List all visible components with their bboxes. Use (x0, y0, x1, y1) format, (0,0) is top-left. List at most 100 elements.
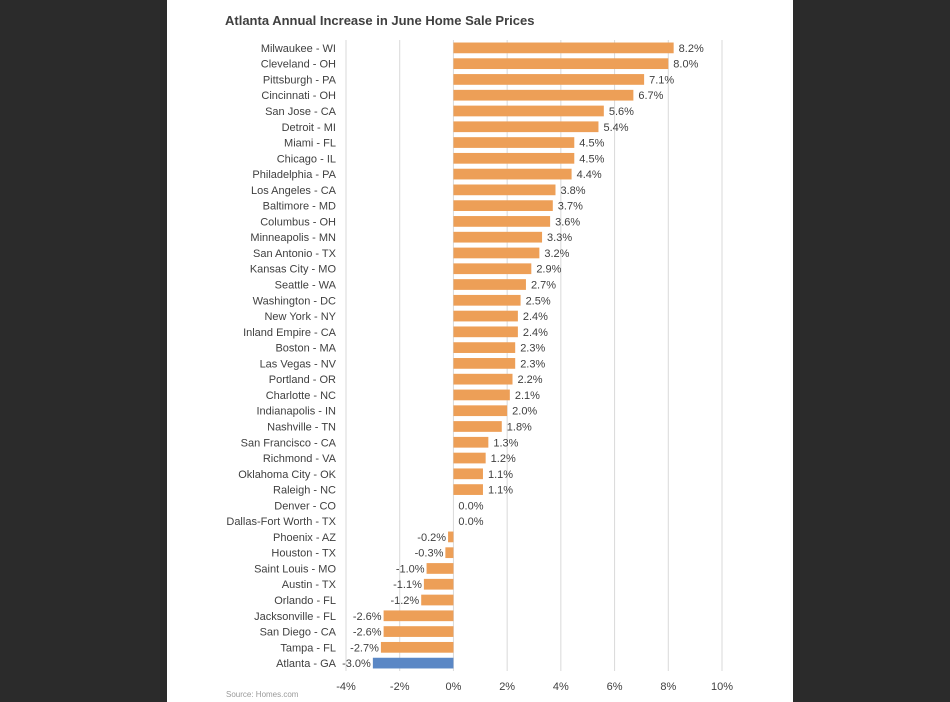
value-label: 0.0% (458, 516, 483, 528)
value-label: 1.1% (488, 485, 513, 497)
category-label: Nashville - TN (267, 421, 336, 433)
category-label: Charlotte - NC (266, 390, 336, 402)
category-label: Inland Empire - CA (243, 327, 337, 339)
bar (453, 326, 518, 338)
bar (453, 247, 540, 259)
bar (453, 421, 502, 432)
x-tick-label: -2% (390, 681, 410, 693)
chart-title: Atlanta Annual Increase in June Home Sal… (225, 13, 534, 28)
value-label: 4.5% (579, 138, 604, 150)
bar (448, 531, 454, 543)
category-label: Milwaukee - WI (261, 43, 336, 55)
bar (423, 578, 454, 590)
category-label: Seattle - WA (275, 280, 337, 292)
category-labels: Milwaukee - WI Cleveland - OH Pittsburgh -… (226, 43, 336, 670)
value-label: 2.3% (520, 358, 545, 370)
bar (453, 200, 553, 212)
value-label: 2.0% (512, 406, 537, 418)
value-label: 3.3% (547, 232, 572, 244)
bar (453, 263, 532, 275)
bar (453, 74, 645, 85)
bar (453, 452, 486, 464)
value-label: -1.0% (396, 563, 425, 575)
value-label: 1.1% (488, 469, 513, 481)
value-label: 6.7% (638, 90, 663, 102)
category-label: Austin - TX (282, 579, 337, 591)
bar (453, 294, 521, 306)
bar (453, 216, 551, 227)
bar (383, 626, 454, 637)
category-label: Houston - TX (271, 548, 336, 560)
x-tick-label: 4% (553, 681, 569, 693)
bar (453, 89, 634, 101)
value-label: 7.1% (649, 74, 674, 86)
category-label: San Jose - CA (265, 106, 337, 118)
value-label: 4.4% (577, 169, 602, 181)
category-label: Oklahoma City - OK (238, 469, 336, 481)
category-label: Los Angeles - CA (251, 185, 337, 197)
bar (453, 436, 489, 448)
bar (453, 42, 674, 54)
category-label: Chicago - IL (277, 153, 336, 165)
bar (453, 405, 508, 417)
bar (453, 468, 483, 480)
category-label: Jacksonville - FL (254, 611, 336, 623)
value-label: 8.2% (679, 43, 704, 55)
category-label: San Diego - CA (260, 627, 337, 639)
value-label: 2.2% (518, 374, 543, 386)
category-label: Boston - MA (275, 343, 336, 355)
x-tick-label: 6% (607, 681, 623, 693)
category-label: San Antonio - TX (253, 248, 337, 260)
value-label: -0.2% (417, 532, 446, 544)
value-label: 3.7% (558, 201, 583, 213)
category-label: San Francisco - CA (241, 437, 337, 449)
category-label: Minneapolis - MN (250, 232, 336, 244)
category-label: Baltimore - MD (263, 201, 336, 213)
source-note: Source: Homes.com (226, 690, 299, 699)
bar (445, 547, 454, 559)
bar (453, 105, 604, 117)
value-label: 2.5% (526, 295, 551, 307)
value-label: -2.6% (353, 627, 382, 639)
category-label: Richmond - VA (263, 453, 337, 465)
bar (453, 137, 575, 148)
value-label: 2.4% (523, 311, 548, 323)
bar (426, 563, 454, 574)
x-tick-label: 0% (445, 681, 461, 693)
category-label: Saint Louis - MO (254, 563, 336, 575)
value-label: 1.3% (493, 437, 518, 449)
bars (372, 42, 674, 669)
x-tick-label: -4% (336, 681, 356, 693)
category-label: Columbus - OH (260, 216, 336, 228)
category-label: Detroit - MI (282, 122, 336, 134)
category-label: Las Vegas - NV (260, 358, 337, 370)
category-label: New York - NY (264, 311, 336, 323)
value-labels: 8.2% 8.0% 7.1% 6.7% 5.6% 5.4% 4.5% 4.5% 4.4% 3.8%… (342, 43, 704, 670)
category-label: Denver - CO (274, 500, 336, 512)
value-label: 1.2% (491, 453, 516, 465)
value-label: -3.0% (342, 658, 371, 670)
bar (453, 184, 556, 196)
value-label: 5.4% (603, 122, 628, 134)
bar (453, 279, 526, 290)
category-label: Portland - OR (269, 374, 336, 386)
category-label: Cincinnati - OH (261, 90, 336, 102)
bar (453, 484, 483, 495)
category-label: Indianapolis - IN (257, 406, 337, 418)
category-label: Washington - DC (253, 295, 336, 307)
bar (453, 168, 572, 180)
bar (453, 373, 513, 385)
bar (453, 342, 516, 353)
value-label: 3.6% (555, 216, 580, 228)
bar (453, 231, 543, 243)
bar (453, 310, 518, 322)
value-label: 5.6% (609, 106, 634, 118)
value-label: -2.6% (353, 611, 382, 623)
category-label: Philadelphia - PA (252, 169, 336, 181)
value-label: 4.5% (579, 153, 604, 165)
category-label: Tampa - FL (280, 642, 336, 654)
bar (453, 389, 510, 401)
bar (372, 657, 454, 669)
gridlines (345, 40, 723, 671)
value-label: 1.8% (507, 421, 532, 433)
